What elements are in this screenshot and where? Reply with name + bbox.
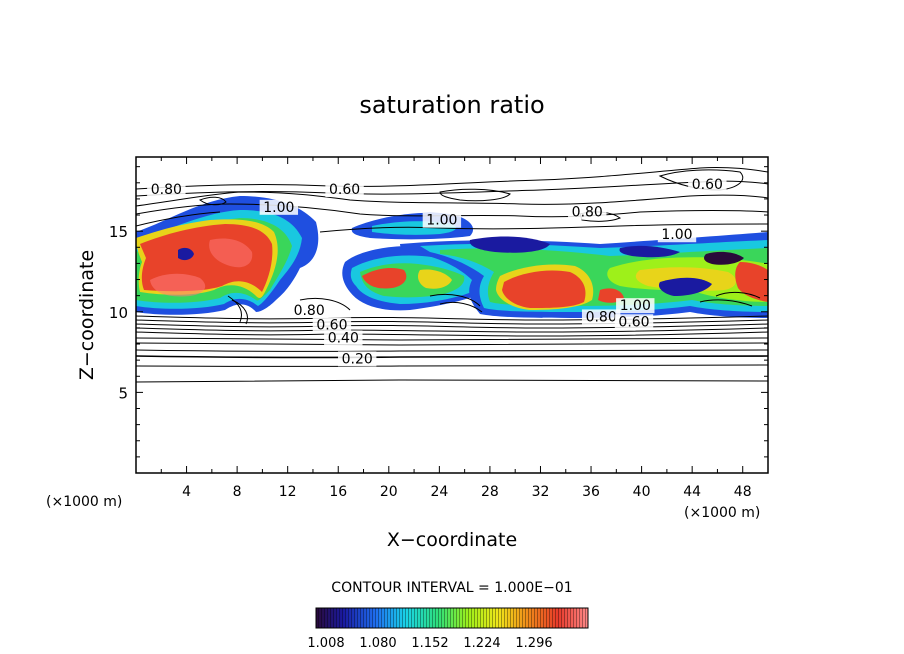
colorbar-labels: 1.008 1.080 1.152 1.224 1.296: [307, 636, 552, 651]
contour-label: 0.40: [328, 330, 359, 346]
y-tick-label: 15: [109, 223, 128, 241]
contour-label: 0.60: [316, 318, 347, 334]
contour-label-bg: [338, 351, 377, 367]
x-tick-label: 44: [683, 484, 701, 500]
contour-label: 0.60: [692, 177, 723, 193]
contour-label-bg: [657, 227, 697, 243]
y-axis-label: Z−coordinate: [76, 250, 98, 380]
contour-label: 1.00: [661, 227, 692, 243]
contour-labels: 0.80 0.60 0.601.001.000.801.000.800.600.40…: [147, 177, 727, 367]
contour-label-bg: [325, 182, 364, 198]
colorbar: [315, 607, 589, 629]
contour-label-bg: [688, 177, 727, 193]
contour-label: 0.80: [294, 303, 325, 319]
region-right: [400, 232, 768, 318]
y-tick-label: 5: [118, 384, 128, 402]
colorbar-tick-label: 1.224: [463, 636, 500, 651]
contour-label-bg: [422, 212, 462, 228]
x-tick-label: 20: [380, 484, 398, 500]
colorbar-tick-label: 1.008: [307, 636, 344, 651]
x-unit-label: (×1000 m): [684, 505, 760, 521]
contour-label: 0.80: [586, 309, 617, 325]
x-tick-label: 24: [430, 484, 448, 500]
x-tick-label: 12: [279, 484, 297, 500]
contour-lines: [136, 166, 768, 383]
contour-interval-text: CONTOUR INTERVAL = 1.000E−01: [331, 580, 572, 596]
contour-label: 0.80: [572, 205, 603, 221]
colorbar-tick-label: 1.080: [359, 636, 396, 651]
x-tick-label: 4: [182, 484, 191, 500]
colorbar-tick-label: 1.152: [411, 636, 448, 651]
contour-label: 0.80: [151, 182, 182, 198]
contour-label: 0.60: [618, 314, 649, 330]
region-left: [136, 196, 319, 315]
contour-label-bg: [581, 309, 621, 325]
y-tick-label: 10: [109, 304, 128, 322]
contour-label-bg: [289, 303, 329, 318]
contour-label: 1.00: [426, 213, 457, 229]
contour-label-bg: [614, 314, 654, 330]
contour-label-bg: [312, 317, 352, 333]
x-tick-label: 40: [633, 484, 651, 500]
y-axis: 5 10 15: [109, 166, 768, 458]
contour-label: 0.60: [329, 182, 360, 198]
x-axis-label: X−coordinate: [387, 529, 517, 551]
contour-label-bg: [147, 182, 186, 198]
contour-label: 1.00: [620, 298, 651, 314]
contour-label-bg: [568, 204, 607, 220]
x-tick-label: 16: [329, 484, 347, 500]
contour-label-bg: [324, 330, 363, 346]
z-unit-label: (×1000 m): [46, 494, 122, 510]
x-axis: 4 8 12 16 20 24 28 32 36 40 44 48: [160, 157, 752, 500]
colorbar-tick-label: 1.296: [515, 636, 552, 651]
contour-label: 0.20: [342, 351, 373, 367]
contour-label-bg: [259, 199, 299, 215]
x-tick-label: 36: [582, 484, 600, 500]
x-tick-label: 8: [233, 484, 242, 500]
chart-title: saturation ratio: [359, 91, 544, 119]
x-tick-label: 28: [481, 484, 499, 500]
x-tick-label: 48: [734, 484, 752, 500]
contour-label: 1.00: [263, 200, 294, 216]
contour-label-bg: [616, 298, 655, 314]
plot-frame: [135, 156, 769, 474]
plot-field: [136, 166, 768, 383]
x-tick-label: 32: [532, 484, 550, 500]
